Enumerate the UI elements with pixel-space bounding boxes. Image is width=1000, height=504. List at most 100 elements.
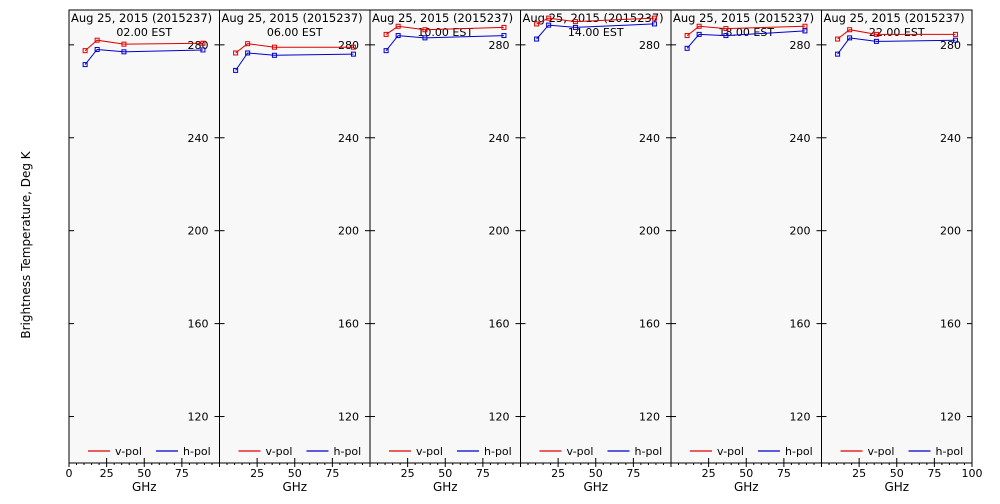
data-point-h-pol [651,21,657,27]
series-line-v-pol [686,25,805,36]
y-tick-label: 280 [790,39,811,52]
x-axis-label: GHz [884,480,909,494]
x-tick-label: 50 [890,467,904,480]
series-line-h-pol [536,23,655,40]
y-tick-label: 160 [489,318,510,331]
data-point-v-pol [245,41,251,47]
x-tick-label: 25 [702,467,716,480]
y-tick-label: 120 [338,411,359,424]
legend-label-h-pol: h-pol [785,445,813,458]
y-tick-label: 240 [940,132,961,145]
y-tick-label: 200 [790,225,811,238]
data-point-h-pol [501,33,507,39]
y-tick-label: 240 [489,132,510,145]
x-tick-label: 50 [288,467,302,480]
panel-time-label: 18.00 EST [718,26,774,39]
series-line-v-pol [84,39,203,52]
panel-5-frame [670,9,822,464]
y-tick-label: 160 [338,318,359,331]
y-tick-label: 200 [489,225,510,238]
legend-label-v-pol: v-pol [868,445,895,458]
panel-time-label: 02.00 EST [116,26,172,39]
panel-date-label: Aug 25, 2015 (2015237) [372,11,513,25]
x-axis-label: GHz [433,480,458,494]
y-tick-label: 280 [188,39,209,52]
data-point-h-pol [684,45,690,51]
x-tick-label: 75 [927,467,941,480]
data-point-v-pol [121,41,127,47]
legend-label-h-pol: h-pol [183,445,211,458]
legend-label-h-pol: h-pol [936,445,964,458]
data-point-v-pol [952,31,958,37]
panel-date-label: Aug 25, 2015 (2015237) [523,11,664,25]
y-tick-label: 160 [188,318,209,331]
data-point-h-pol [245,50,251,56]
y-tick-label: 200 [338,225,359,238]
data-point-v-pol [350,44,356,50]
data-point-h-pol [121,49,127,55]
x-tick-label: 25 [551,467,565,480]
data-point-h-pol [835,51,841,57]
data-point-h-pol [94,46,100,52]
panel-date-label: Aug 25, 2015 (2015237) [71,11,212,25]
data-point-v-pol [422,27,428,33]
y-tick-label: 280 [489,39,510,52]
data-point-h-pol [82,62,88,68]
data-point-v-pol [383,31,389,37]
data-point-v-pol [233,50,239,56]
series-line-h-pol [686,30,805,49]
legend-label-v-pol: v-pol [416,445,443,458]
y-tick-label: 120 [940,411,961,424]
data-point-h-pol [271,52,277,58]
data-point-h-pol [847,35,853,41]
data-point-v-pol [395,23,401,29]
x-tick-label: 50 [137,467,151,480]
x-tick-label: 75 [777,467,791,480]
data-point-h-pol [572,24,578,30]
data-point-v-pol [82,48,88,54]
series-line-v-pol [837,29,956,40]
data-point-h-pol [723,33,729,39]
x-tick-label: 50 [438,467,452,480]
data-point-v-pol [271,44,277,50]
data-point-h-pol [873,38,879,44]
y-tick-label: 120 [489,411,510,424]
panel-date-label: Aug 25, 2015 (2015237) [222,11,363,25]
y-axis-label: Brightness Temperature, Deg K [19,150,33,338]
legend-label-h-pol: h-pol [635,445,663,458]
panel-time-label: 06.00 EST [267,26,323,39]
y-tick-label: 240 [639,132,660,145]
data-point-h-pol [422,35,428,41]
series-line-h-pol [235,52,354,71]
data-point-h-pol [952,37,958,43]
data-point-h-pol [534,36,540,42]
data-point-v-pol [847,27,853,33]
y-tick-label: 280 [338,39,359,52]
y-tick-label: 240 [790,132,811,145]
y-tick-label: 240 [338,132,359,145]
panel-time-label: 22.00 EST [869,26,925,39]
x-axis-label: GHz [583,480,608,494]
y-tick-label: 120 [188,411,209,424]
panel-6-frame [821,9,973,464]
data-point-v-pol [684,33,690,39]
panel-1-frame [68,9,220,464]
series-line-h-pol [84,48,203,65]
x-tick-label: 0 [66,467,73,480]
legend-label-v-pol: v-pol [266,445,293,458]
legend-label-h-pol: h-pol [484,445,512,458]
x-tick-label: 75 [325,467,339,480]
x-tick-label: 25 [852,467,866,480]
legend-label-v-pol: v-pol [717,445,744,458]
y-tick-label: 200 [940,225,961,238]
data-point-h-pol [233,67,239,73]
panel-date-label: Aug 25, 2015 (2015237) [673,11,814,25]
data-point-v-pol [546,15,552,21]
y-tick-label: 120 [639,411,660,424]
x-tick-label: 25 [401,467,415,480]
data-point-v-pol [534,21,540,27]
x-tick-label: 75 [626,467,640,480]
data-point-h-pol [200,47,206,53]
